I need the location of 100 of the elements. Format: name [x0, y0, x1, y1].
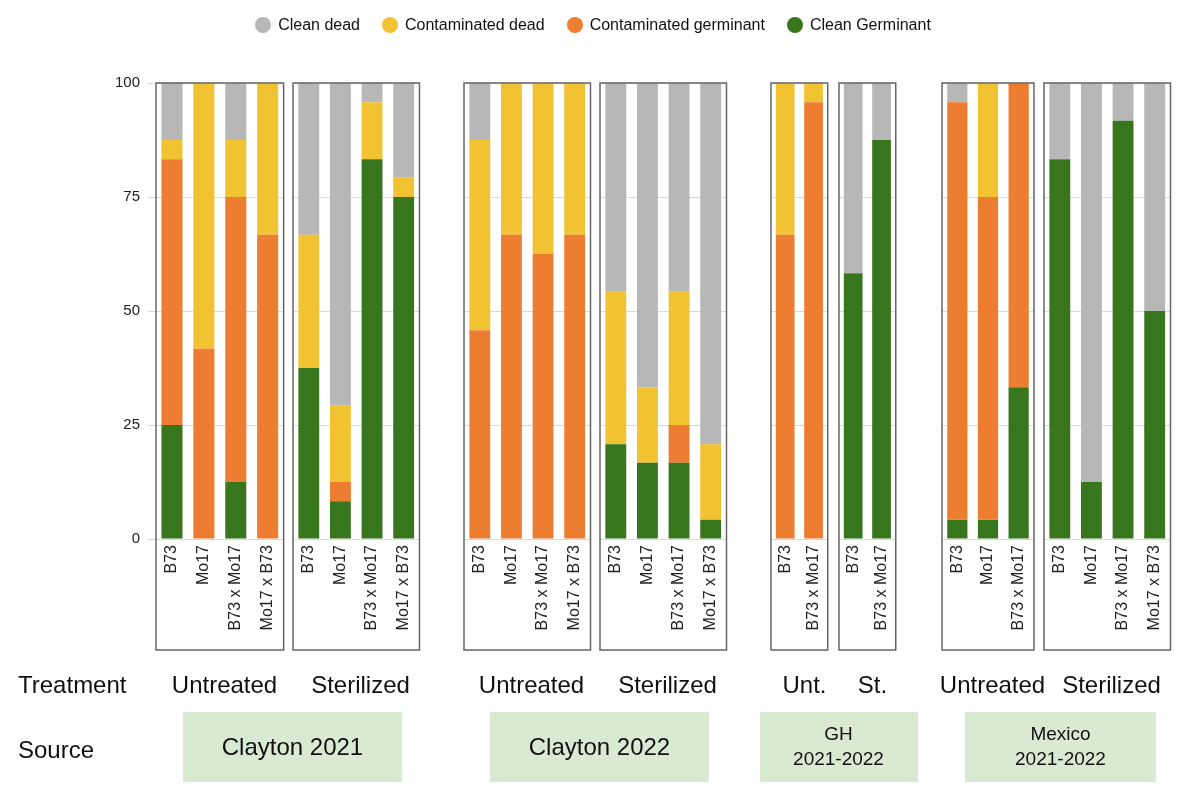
- x-tick-label: B73 x Mo17: [669, 544, 687, 631]
- bar: [1008, 83, 1029, 388]
- bar: [298, 368, 320, 539]
- bar: [193, 348, 215, 539]
- bar: [330, 501, 351, 539]
- bar: [605, 291, 627, 445]
- bar: [298, 234, 320, 368]
- x-tick-label: B73 x Mo17: [226, 544, 244, 631]
- bar: [330, 482, 351, 502]
- text: Sterilized: [618, 671, 717, 698]
- text: Unt.: [781, 671, 828, 699]
- bar: [393, 177, 415, 197]
- x-tick-label: B73: [162, 544, 180, 574]
- bar: [298, 83, 320, 235]
- bar: [947, 102, 968, 520]
- x-tick-label: Mo17: [194, 544, 212, 586]
- bar: [469, 330, 491, 539]
- bar: [564, 83, 586, 235]
- x-tick-label: B73: [606, 544, 624, 574]
- bar: [1112, 120, 1134, 539]
- y-tick-label: 25: [123, 415, 141, 433]
- x-tick-label: Mo17: [1081, 544, 1099, 586]
- bar: [225, 197, 247, 482]
- x-tick-label: B73: [299, 544, 317, 574]
- bar: [1049, 159, 1071, 539]
- x-tick-label: Mo17 x B73: [701, 544, 719, 631]
- bar: [393, 83, 415, 178]
- bar: [1144, 83, 1166, 311]
- bar: [161, 425, 183, 539]
- x-tick-label: Mo17: [330, 544, 348, 586]
- legend-label: Clean Germinant: [809, 16, 931, 34]
- bar: [637, 462, 658, 539]
- bar: [330, 405, 351, 482]
- bar: [637, 83, 658, 388]
- x-tick-label: Mo17 x B73: [1145, 544, 1163, 631]
- bar: [225, 83, 247, 140]
- bar: [161, 83, 183, 140]
- bar: [469, 140, 491, 331]
- bar: [393, 197, 415, 539]
- bar: [977, 197, 999, 520]
- text: Mexico 2021-2022: [964, 712, 1157, 782]
- x-tick-label: B73 x Mo17: [1113, 544, 1131, 631]
- y-tick-label: 75: [123, 187, 141, 205]
- bar: [532, 254, 554, 539]
- bar: [361, 102, 383, 160]
- legend-label: Contaminated germinant: [589, 16, 765, 34]
- legend-label: Contaminated dead: [405, 16, 545, 34]
- bar: [361, 83, 383, 103]
- x-tick-label: Mo17 x B73: [394, 544, 412, 631]
- bar: [225, 482, 247, 539]
- x-tick-label: B73: [775, 544, 793, 574]
- x-tick-label: B73: [470, 544, 488, 574]
- bar: [161, 159, 183, 425]
- x-tick-label: B73: [1050, 544, 1068, 574]
- bar: [564, 234, 586, 539]
- legend-label: Clean dead: [278, 16, 360, 34]
- bar: [257, 83, 279, 235]
- bar: [605, 444, 627, 539]
- text: Treatment: [18, 671, 127, 699]
- x-tick-label: Mo17: [637, 544, 655, 586]
- bar: [668, 425, 690, 463]
- text: Untreated: [170, 671, 279, 699]
- text: GH 2021-2022: [759, 712, 918, 782]
- text: Sterilized: [311, 671, 410, 698]
- bar: [605, 83, 627, 292]
- bar: [193, 83, 215, 349]
- x-tick-label: B73 x Mo17: [871, 544, 889, 631]
- x-tick-label: B73: [843, 544, 861, 574]
- text: St.: [857, 671, 888, 698]
- bar: [977, 519, 999, 539]
- bar: [637, 387, 658, 463]
- bar: [501, 83, 522, 235]
- text: Untreated: [477, 671, 586, 699]
- bar: [225, 140, 247, 197]
- text: Untreated: [938, 671, 1047, 699]
- bar: [1081, 83, 1102, 482]
- bar: [668, 291, 690, 425]
- bar: [700, 444, 722, 520]
- x-tick-label: B73 x Mo17: [362, 544, 380, 631]
- bar: [947, 83, 968, 103]
- bar: [1144, 311, 1166, 539]
- text: Sterilized: [1062, 671, 1161, 698]
- bar: [700, 83, 722, 445]
- bar: [361, 159, 383, 539]
- bar: [257, 234, 279, 539]
- x-tick-label: Mo17: [501, 544, 519, 586]
- bar: [700, 519, 722, 539]
- bar: [1049, 83, 1071, 160]
- x-tick-label: Mo17 x B73: [258, 544, 276, 631]
- x-tick-label: B73 x Mo17: [1009, 544, 1027, 631]
- text: Source: [18, 736, 95, 764]
- bar: [947, 519, 968, 539]
- text: Clayton 2022: [490, 712, 709, 782]
- bar: [668, 83, 690, 292]
- x-tick-label: Mo17 x B73: [565, 544, 583, 631]
- x-tick-label: B73 x Mo17: [533, 544, 551, 631]
- bar: [1008, 387, 1029, 539]
- bar: [501, 234, 522, 539]
- bar: [161, 140, 183, 160]
- x-tick-label: Mo17: [978, 544, 996, 586]
